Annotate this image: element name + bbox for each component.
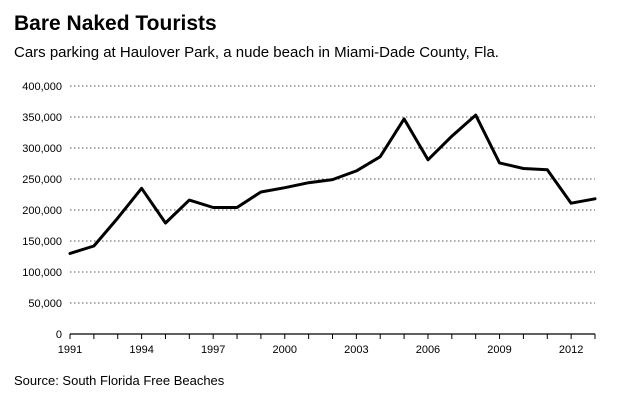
- data-point: [355, 169, 358, 173]
- y-tick-label: 150,000: [22, 236, 62, 248]
- x-tick-label: 2009: [487, 344, 511, 356]
- x-tick-label: 2012: [559, 344, 583, 356]
- y-tick-label: 50,000: [28, 298, 62, 310]
- series-layer: [68, 113, 597, 255]
- data-point: [522, 167, 525, 170]
- data-point: [331, 178, 334, 181]
- x-tick-label: 1997: [201, 344, 225, 356]
- y-tick-label: 300,000: [22, 143, 62, 155]
- data-point: [116, 216, 119, 220]
- data-point: [235, 206, 239, 209]
- data-point: [593, 197, 597, 201]
- x-tick-label: 1991: [58, 344, 82, 356]
- chart-title: Bare Naked Tourists: [14, 12, 217, 35]
- y-tick-label: 250,000: [22, 174, 62, 186]
- x-tick-label: 1994: [129, 344, 153, 356]
- x-tick-label: 2000: [273, 344, 297, 356]
- chart-subtitle: Cars parking at Haulover Park, a nude be…: [14, 44, 499, 61]
- x-tick-label: 2006: [416, 344, 440, 356]
- data-point: [474, 113, 477, 117]
- data-point: [92, 244, 96, 248]
- data-point: [68, 252, 72, 255]
- data-point: [402, 117, 406, 121]
- data-point: [307, 181, 310, 184]
- data-point: [546, 168, 549, 171]
- x-tick-label: 2003: [344, 344, 368, 356]
- data-point: [426, 158, 430, 161]
- data-point: [450, 135, 454, 138]
- y-tick-label: 350,000: [22, 112, 62, 124]
- data-point: [211, 206, 215, 209]
- data-point: [140, 187, 143, 190]
- data-point: [569, 201, 573, 205]
- data-point: [259, 190, 263, 194]
- chart-source: Source: South Florida Free Beaches: [14, 373, 225, 388]
- data-point: [188, 198, 191, 202]
- data-point: [379, 155, 382, 158]
- data-point: [498, 161, 501, 165]
- y-tick-label: 0: [56, 329, 62, 341]
- series-line: [68, 113, 597, 255]
- data-point: [164, 221, 167, 225]
- x-axis: [69, 333, 596, 339]
- y-tick-label: 400,000: [22, 81, 62, 93]
- y-tick-label: 200,000: [22, 205, 62, 217]
- data-point: [283, 186, 286, 189]
- y-tick-label: 100,000: [22, 267, 62, 279]
- y-axis-tick-labels: 0 50,000 100,000 150,000 200,000 250,000 300,0…: [22, 81, 62, 341]
- grid-lines: [70, 85, 595, 304]
- x-axis-tick-labels: 1991 1994 1997 2000 2003 2006 2009 2012: [58, 344, 584, 356]
